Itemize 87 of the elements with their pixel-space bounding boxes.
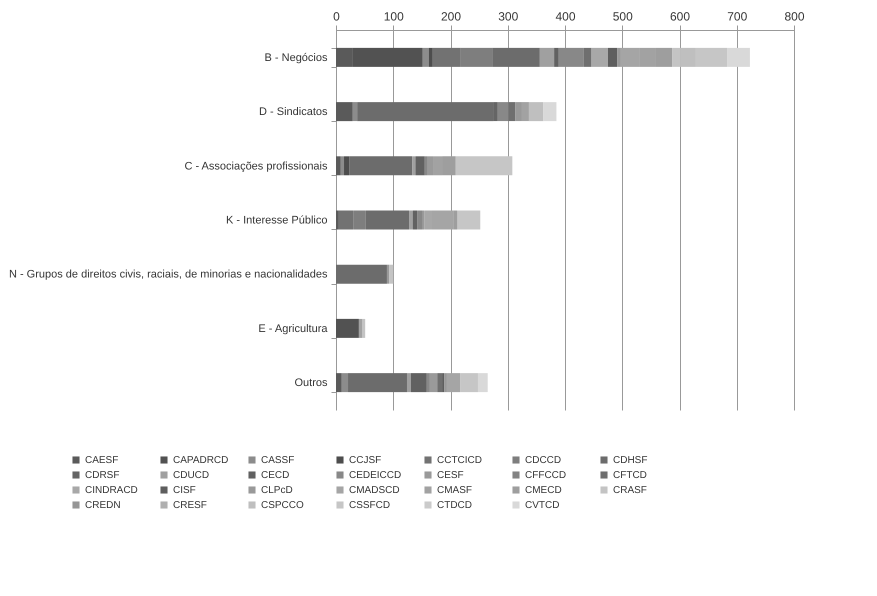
bar: [543, 102, 556, 122]
legend-label: CECD: [261, 470, 290, 481]
bar: [406, 373, 411, 392]
y-tick-label: K - Interesse Público: [226, 214, 328, 226]
bar: [336, 210, 339, 230]
bar: [540, 48, 554, 67]
legend-label: CEDEICCD: [349, 470, 402, 481]
bar: [366, 210, 410, 230]
bar: [428, 48, 433, 67]
legend-label: CRESF: [173, 500, 207, 511]
bar: [584, 48, 592, 67]
legend-label: CMADSCD: [349, 485, 400, 496]
x-tick-label: 300: [498, 10, 519, 24]
bar: [727, 48, 750, 67]
x-tick-label: 0: [333, 10, 340, 24]
legend-label: CINDRACD: [85, 485, 138, 496]
bar: [478, 373, 488, 392]
x-tick-label: 800: [784, 10, 805, 24]
bar: [497, 102, 508, 122]
x-tick-label: 700: [727, 10, 748, 24]
bar: [426, 373, 430, 392]
y-tick-label: E - Agricultura: [258, 322, 328, 335]
bar: [336, 318, 359, 338]
bar: [336, 102, 353, 122]
x-tick-label: 200: [440, 10, 462, 24]
legend-label: CDHSF: [613, 455, 648, 466]
legend-label: CDUCD: [173, 470, 210, 481]
y-tick-label: Outros: [294, 377, 328, 390]
bar: [336, 156, 341, 176]
legend-label: CAPADRCD: [173, 455, 228, 466]
y-tick-label: N - Grupos de direitos civis, raciais, de minorias e nacionalidades: [8, 268, 328, 281]
bar: [417, 210, 422, 230]
y-tick-label: C - Associações profissionais: [184, 160, 328, 172]
bar: [591, 48, 608, 67]
bar: [348, 373, 407, 392]
bar: [608, 48, 618, 67]
legend-label: CTDCD: [437, 500, 472, 511]
legend-label: CESF: [437, 470, 464, 481]
bar: [430, 373, 438, 392]
legend-label: CSPCCO: [261, 500, 304, 511]
bar: [508, 102, 516, 122]
legend-label: CASSF: [261, 455, 294, 466]
bar: [424, 156, 428, 176]
bar: [437, 373, 442, 392]
bar: [358, 318, 362, 338]
legend-label: CMECD: [525, 485, 562, 496]
bar: [492, 48, 540, 67]
bar: [389, 264, 394, 284]
bar: [344, 156, 350, 176]
legend-label: CDCCD: [525, 455, 562, 466]
bar: [349, 156, 412, 176]
legend-label: CCJSF: [349, 455, 382, 466]
bar: [412, 156, 416, 176]
legend-label: CFTCD: [613, 470, 647, 481]
bar: [336, 373, 342, 392]
legend-label: CLPcD: [261, 485, 293, 496]
legend-label: CFFCCD: [525, 470, 566, 481]
y-tick-label: D - Sindicatos: [259, 106, 328, 118]
bar: [411, 373, 426, 392]
bar: [416, 156, 425, 176]
legend-label: CRASF: [613, 485, 647, 496]
x-tick-label: 600: [670, 10, 690, 24]
bar: [554, 48, 559, 67]
bar: [340, 156, 344, 176]
legend-label: CVTCD: [525, 500, 560, 511]
x-tick-label: 400: [555, 10, 576, 24]
x-tick-label: 100: [384, 10, 404, 24]
bar: [352, 102, 358, 122]
legend-label: CDRSF: [85, 470, 120, 481]
legend-label: CISF: [173, 485, 196, 496]
bar: [457, 210, 480, 230]
legend-label: CREDN: [85, 500, 121, 511]
bar: [336, 264, 387, 284]
bar: [528, 102, 544, 122]
legend-label: CAESF: [85, 455, 118, 466]
bar: [460, 373, 478, 392]
bar: [412, 210, 418, 230]
legend-label: CCTCICD: [437, 455, 482, 466]
legend-label: CSSFCD: [349, 500, 390, 511]
x-tick-label: 500: [612, 10, 634, 24]
bar: [558, 48, 584, 67]
legend-label: CMASF: [437, 485, 472, 496]
bar: [422, 48, 429, 67]
bar: [357, 102, 494, 122]
y-tick-label: B - Negócios: [264, 52, 328, 64]
bar: [342, 373, 348, 392]
bar: [456, 156, 512, 176]
